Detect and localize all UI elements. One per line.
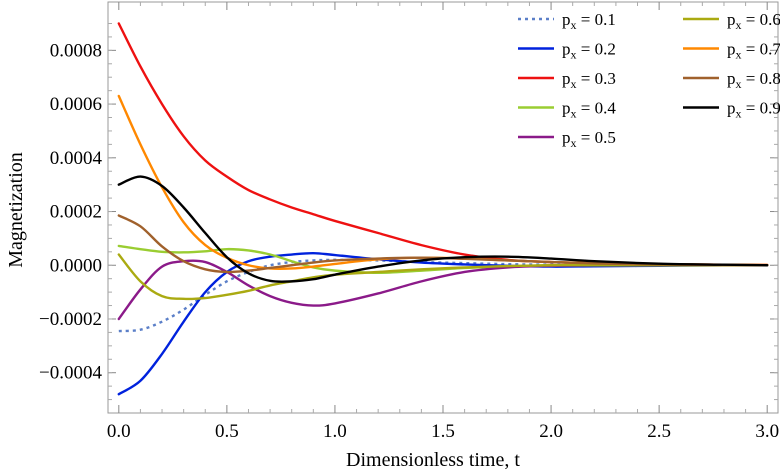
series-layer <box>117 22 769 396</box>
legend-entry-px-0.6: px = 0.6 <box>683 10 780 32</box>
legend: px = 0.1 px = 0.2 px = 0.3 px = 0.4 px = 0.5… <box>518 10 780 150</box>
series-line-px-0.2 <box>117 251 769 396</box>
y-tick-label: 0.0008 <box>50 40 102 61</box>
x-tick-label: 2.0 <box>539 421 563 442</box>
series-line-px-0.3 <box>117 22 769 267</box>
legend-entry-px-0.7: px = 0.7 <box>683 40 780 62</box>
y-tick-label: −0.0002 <box>39 309 102 330</box>
legend-label: px = 0.8 <box>727 69 780 91</box>
series-line-px-0.9 <box>117 175 769 283</box>
x-tick-label: 1.0 <box>323 421 347 442</box>
x-tick-label: 0.0 <box>107 421 131 442</box>
x-tick-label: 3.0 <box>755 421 779 442</box>
legend-entry-px-0.9: px = 0.9 <box>683 99 780 121</box>
legend-label: px = 0.9 <box>727 99 780 121</box>
legend-entry-px-0.3: px = 0.3 <box>518 69 616 91</box>
y-tick-label: 0.0002 <box>50 202 102 223</box>
y-tick-label: 0.0006 <box>50 94 102 115</box>
plot-frame <box>107 1 779 414</box>
y-tick-label: 0.0000 <box>50 255 102 276</box>
legend-entry-px-0.1: px = 0.1 <box>518 10 616 32</box>
y-axis-title: Magnetization <box>5 152 27 268</box>
legend-label: px = 0.4 <box>562 99 616 121</box>
x-tick-label: 2.5 <box>647 421 671 442</box>
legend-entry-px-0.2: px = 0.2 <box>518 40 616 62</box>
axis-ticks: 0.0 0.5 1.0 1.5 2.0 2.5 3.0 −0.0004 −0.0002 0.000… <box>39 2 779 442</box>
legend-label: px = 0.7 <box>727 40 780 62</box>
legend-entry-px-0.8: px = 0.8 <box>683 69 780 91</box>
plot-area-border <box>107 1 779 414</box>
x-tick-label: 0.5 <box>215 421 239 442</box>
legend-entry-px-0.5: px = 0.5 <box>518 128 616 150</box>
y-tick-label: −0.0004 <box>39 363 102 384</box>
legend-label: px = 0.3 <box>562 69 616 91</box>
legend-label: px = 0.6 <box>727 10 780 32</box>
y-tick-label: 0.0004 <box>50 148 103 169</box>
x-axis-title: Dimensionless time, t <box>346 449 520 471</box>
legend-entry-px-0.4: px = 0.4 <box>518 99 616 121</box>
legend-label: px = 0.1 <box>562 10 616 32</box>
legend-label: px = 0.2 <box>562 40 616 62</box>
series-line-px-0.7 <box>117 94 769 270</box>
series-line-px-0.8 <box>117 214 769 274</box>
x-tick-label: 1.5 <box>431 421 455 442</box>
legend-label: px = 0.5 <box>562 128 616 150</box>
